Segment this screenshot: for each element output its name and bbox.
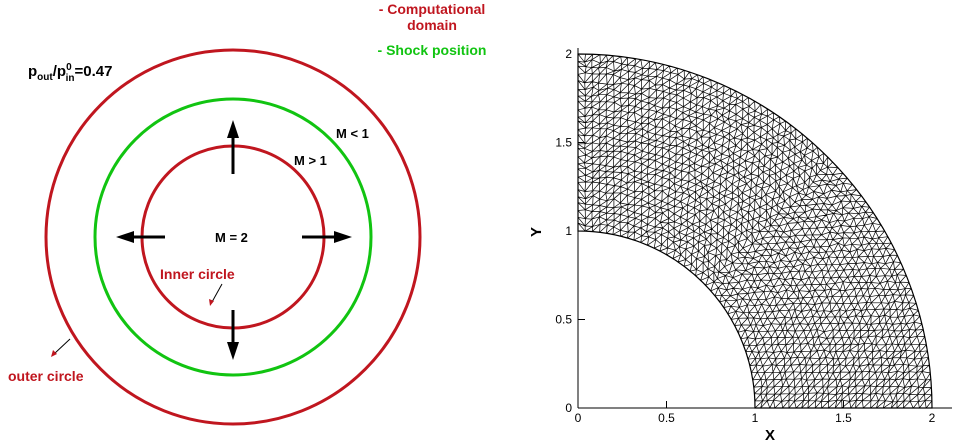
outer-circle xyxy=(44,48,422,426)
legend-shock: - Shock position xyxy=(378,42,487,58)
mesh-boundary xyxy=(577,53,933,409)
mach-less-label: M < 1 xyxy=(336,126,369,141)
x-tick-label: 1 xyxy=(752,411,759,425)
y-tick-label: 1.5 xyxy=(555,136,572,150)
y-tick-label: 2 xyxy=(565,47,572,61)
legend-domain-line1: - Computational xyxy=(379,1,486,17)
y-tick-label: 1 xyxy=(565,224,572,238)
plot-axes xyxy=(577,48,952,409)
schematic-panel: - Computational domain - Shock position … xyxy=(8,1,487,426)
mesh-domain xyxy=(578,54,932,408)
shock-circle xyxy=(93,97,373,377)
arrow-left-icon xyxy=(116,231,165,243)
pressure-slash: /p xyxy=(53,63,66,80)
pressure-sup: 0 xyxy=(66,62,72,73)
x-tick-label: 1.5 xyxy=(835,411,852,425)
outer-circle-pointer-icon xyxy=(51,338,71,357)
x-axis-label: X xyxy=(765,427,775,444)
pressure-ratio-label: pout/p0 in=0.47 xyxy=(28,62,112,84)
y-tick-label: 0.5 xyxy=(555,313,572,327)
mach-greater-label: M > 1 xyxy=(294,153,327,168)
x-tick-label: 0 xyxy=(575,411,582,425)
outer-circle-label: outer circle xyxy=(8,368,84,384)
mach-center-label: M = 2 xyxy=(215,230,248,245)
y-axis-label: Y xyxy=(528,227,545,237)
arrow-down-icon xyxy=(227,310,239,360)
axis-ticks: 0 0.5 1 1.5 2 0 0.5 1 1.5 2 xyxy=(555,47,935,425)
x-tick-label: 0.5 xyxy=(658,411,675,425)
x-tick-label: 2 xyxy=(929,411,936,425)
pressure-sub-in: in xyxy=(66,73,75,84)
inner-circle-pointer-icon xyxy=(209,283,223,306)
pressure-p: p xyxy=(28,63,37,80)
y-tick-label: 0 xyxy=(565,401,572,415)
arrow-up-icon xyxy=(227,120,239,174)
inner-circle-label: Inner circle xyxy=(160,266,235,282)
flow-arrows xyxy=(51,120,352,360)
mesh-plot-panel: 0 0.5 1 1.5 2 0 0.5 1 1.5 2 X Y xyxy=(528,47,952,444)
legend-domain-line2: domain xyxy=(407,17,457,33)
pressure-value: =0.47 xyxy=(75,63,113,80)
arrow-right-icon xyxy=(302,231,352,243)
pressure-sub-out: out xyxy=(37,72,53,83)
